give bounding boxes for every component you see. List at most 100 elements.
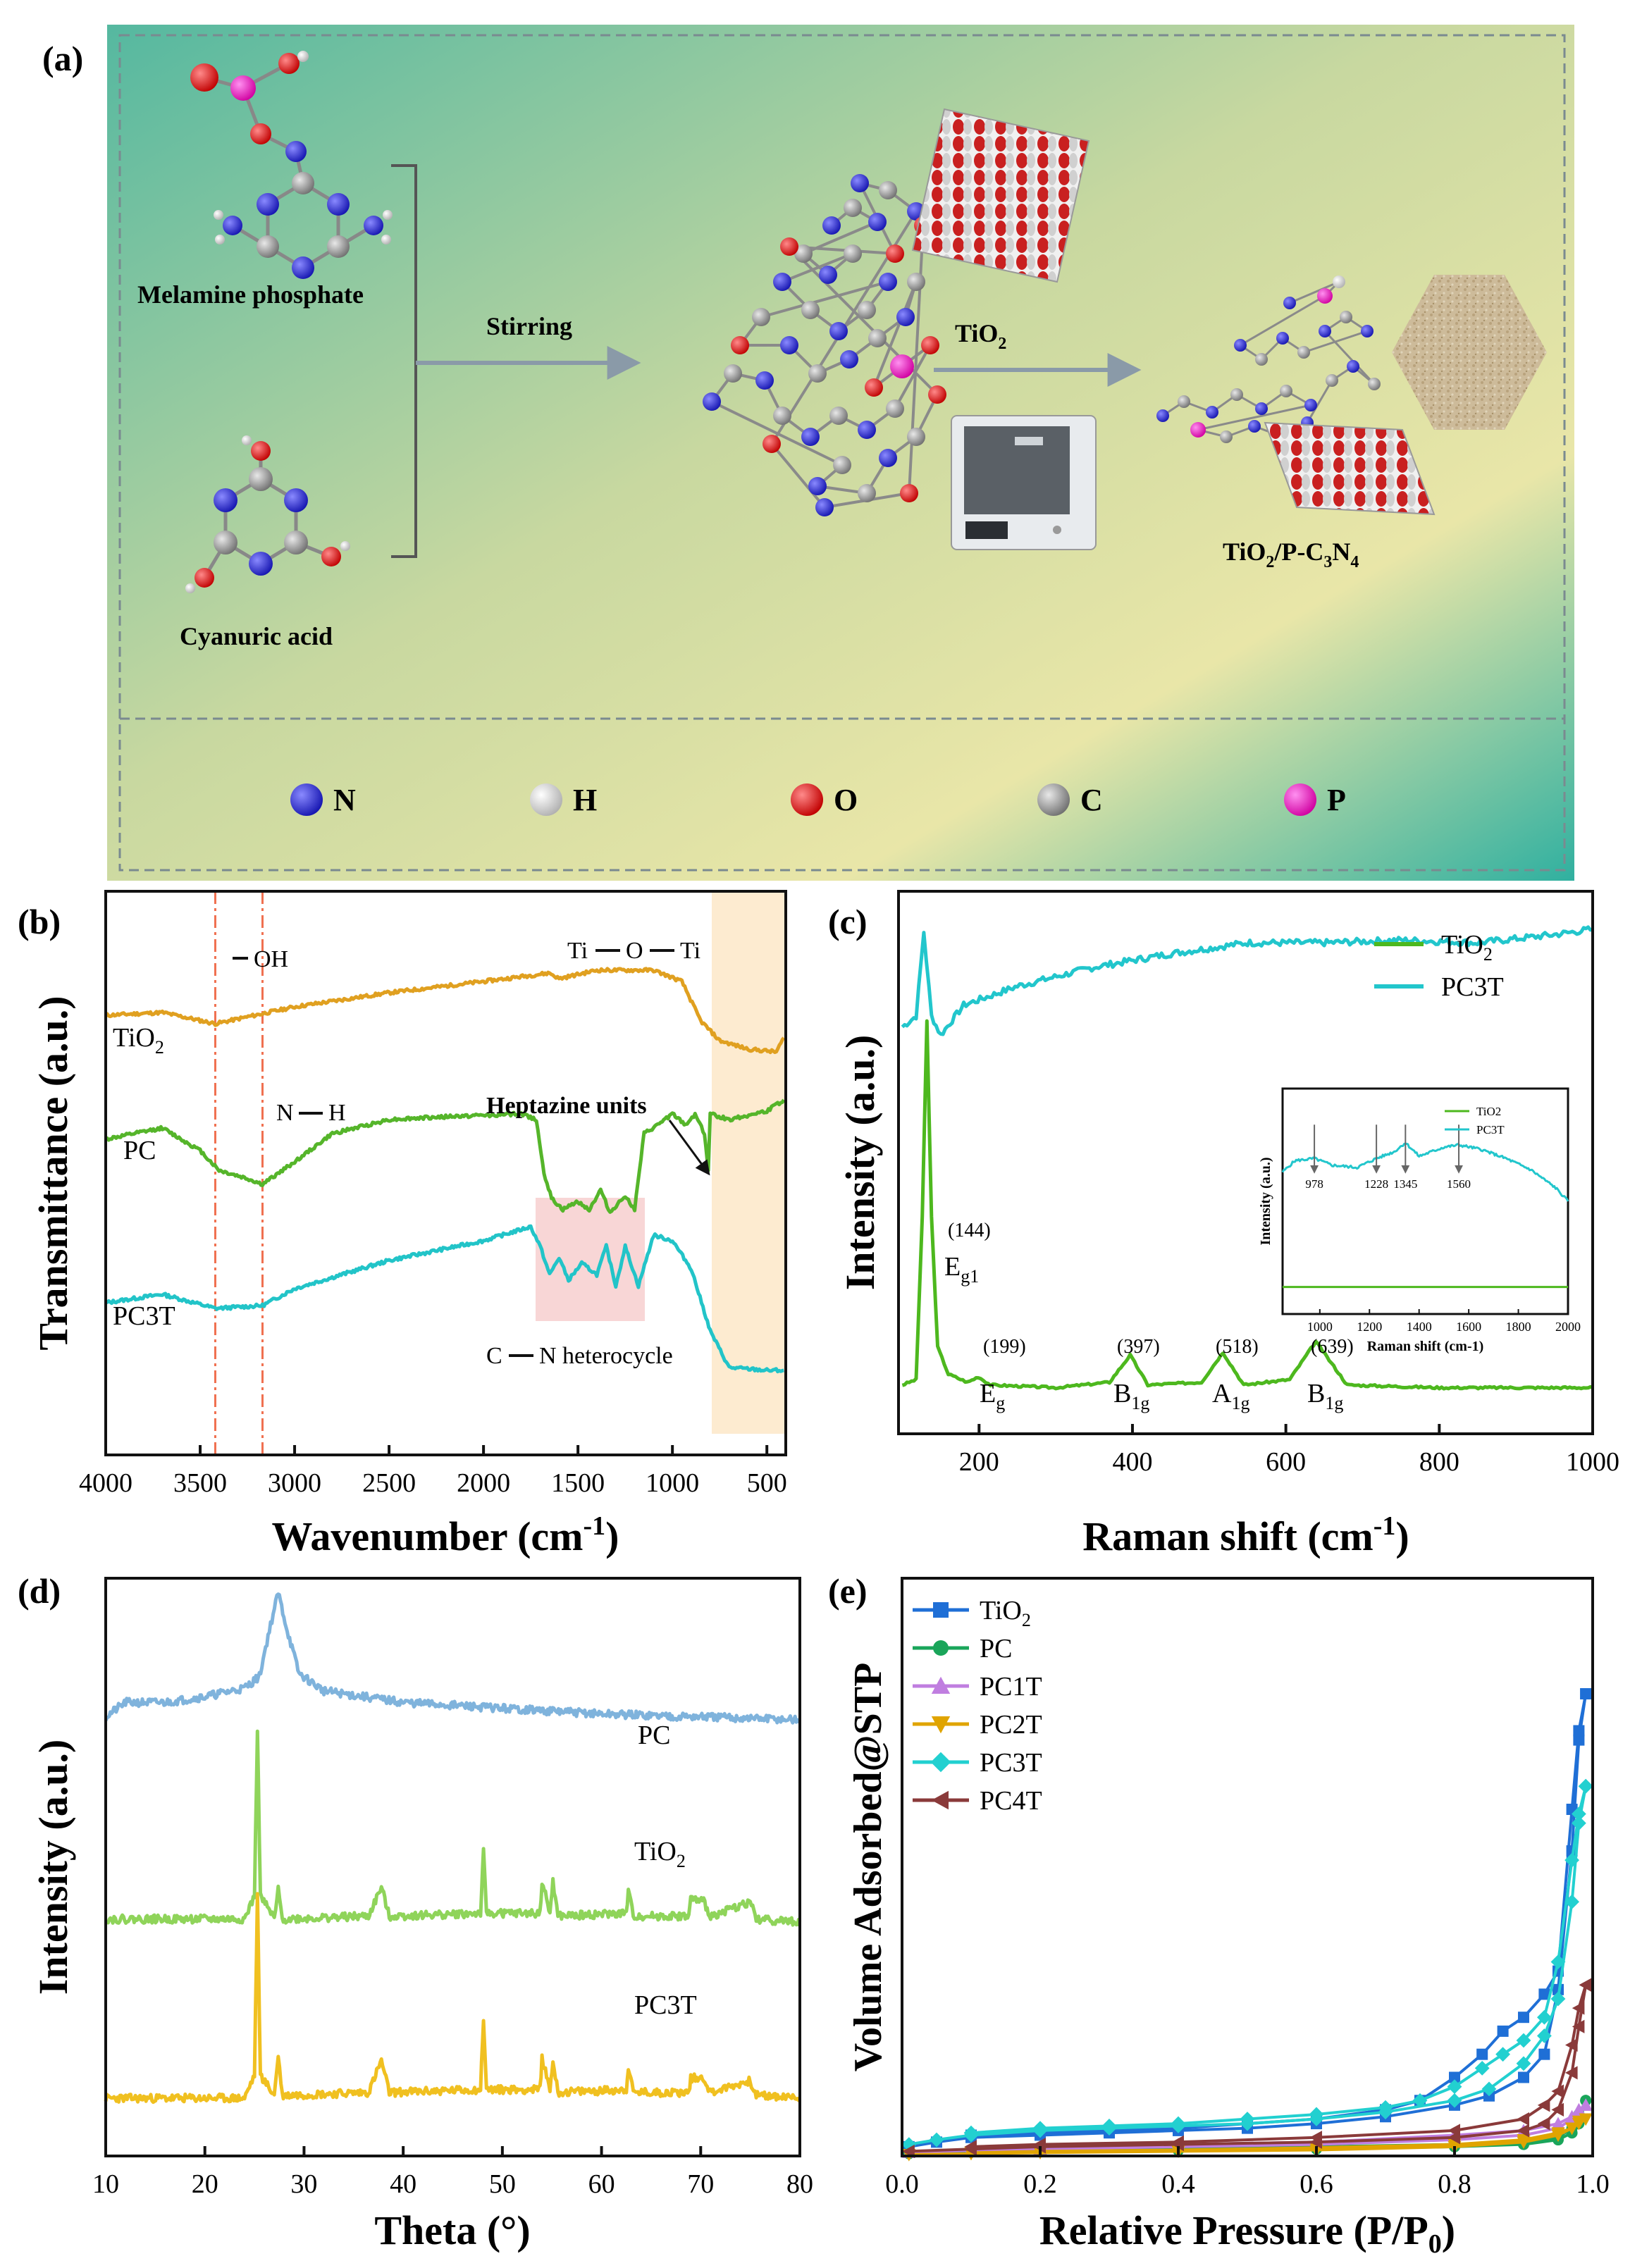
- iso-tio2-desorption-point-5: [1518, 2012, 1529, 2024]
- inset-x-axis-label: Raman shift (cm-1): [1367, 1339, 1484, 1354]
- panel-e-isotherm: (e) 0.0 0.2 0.4 0.6 0.8 1.0 Relative Pressure…: [828, 1571, 1610, 2259]
- product-atom: [1333, 275, 1345, 288]
- product-atom: [1190, 422, 1206, 438]
- tio2-sheet: [911, 108, 1090, 283]
- panel-c-label: (c): [828, 902, 868, 941]
- inset-peak-label-978: 978: [1305, 1177, 1323, 1191]
- iso-pc4t-adsorption-point-9: [1565, 2066, 1578, 2080]
- product-atom: [1326, 374, 1338, 387]
- iso-tick-label-0.8: 0.8: [1438, 2169, 1471, 2199]
- cluster-atom: [731, 336, 749, 354]
- product-particle: [1392, 275, 1547, 430]
- raman-x-axis-label: Raman shift (cm-1): [1082, 1511, 1409, 1559]
- cluster-atom: [819, 266, 837, 284]
- ftir-series-pc: [105, 1098, 786, 1214]
- panel-b-label: (b): [18, 902, 61, 941]
- ftir-label-pc3t: PC3T: [113, 1301, 175, 1331]
- iso-pc4t-desorption-point-2: [1565, 2038, 1578, 2052]
- raman-peak-pos-199: (199): [983, 1336, 1026, 1358]
- panel-d-xrd: (d) 10 20 30 40 50 60 70 80 Theta (°) Intensity…: [18, 1571, 813, 2253]
- cluster-atom: [752, 308, 770, 326]
- cluster-atom: [907, 428, 925, 446]
- inset-frame: [1281, 1087, 1569, 1315]
- xrd-label-tio2: TiO2: [634, 1837, 686, 1871]
- cluster-atom: [886, 399, 904, 418]
- iso-pc3t-desorption-point-3: [1550, 1954, 1566, 1969]
- iso-legend-label-pc4t: PC4T: [980, 1786, 1042, 1816]
- product-atom: [1178, 395, 1190, 408]
- iso-pc3t-adsorption-point-14: [1564, 1894, 1579, 1909]
- cn-annotation-c: C: [486, 1343, 502, 1369]
- cluster-atom: [851, 174, 869, 192]
- heterocycle-shade: [536, 1198, 645, 1321]
- nh-annotation-n: N: [276, 1100, 294, 1126]
- raman-tick-label-400: 400: [1112, 1447, 1152, 1477]
- cluster-atom: [808, 364, 827, 383]
- ftir-tick-label-2000: 2000: [457, 1468, 510, 1498]
- inset-tick-label-1400: 1400: [1407, 1320, 1432, 1334]
- cluster-atom: [815, 498, 834, 516]
- raman-peak-pos-518: (518): [1216, 1336, 1259, 1358]
- cluster-atom: [840, 350, 858, 368]
- legend-atom-c-icon: [1037, 783, 1070, 816]
- raman-inset: 978 1228 1345 1560 1000 1200 1400 1600 1800 2000 R…: [1258, 1087, 1581, 1354]
- iso-tio2-desorption-point-6: [1497, 2025, 1509, 2037]
- product-atom: [1156, 409, 1169, 422]
- product-atom: [1340, 311, 1352, 323]
- tioti-annotation-1: Ti: [567, 938, 588, 964]
- cluster-atom: [773, 273, 791, 291]
- raman-peak-labels: (144) Eg1 (199) Eg (397) B1g (518) A1g (639) B1g: [944, 1220, 1354, 1413]
- xrd-plot: [104, 1592, 802, 2105]
- product-atom: [1230, 388, 1243, 401]
- cluster-bond: [782, 252, 853, 283]
- iso-legend-label-pc2t: PC2T: [980, 1710, 1042, 1740]
- ftir-tick-label-500: 500: [747, 1468, 787, 1498]
- xrd-axes-frame: [104, 1577, 801, 2157]
- tioti-annotation-2: O: [626, 938, 643, 964]
- cluster-atom: [868, 329, 887, 347]
- iso-tick-label-0.2: 0.2: [1023, 2169, 1057, 2199]
- ftir-x-ticks: 4000 3500 3000 2500 2000 1500 1000 500: [79, 1445, 787, 1498]
- iso-pc4t-adsorption-point-7: [1537, 2117, 1550, 2131]
- iso-tick-label-0: 0.0: [885, 2169, 919, 2199]
- product-bond: [1323, 330, 1376, 385]
- raman-y-axis-label: Intensity (a.u.): [837, 1035, 883, 1291]
- inset-legend-tio2: TiO2: [1476, 1105, 1501, 1118]
- cluster-atom: [773, 407, 791, 425]
- xrd-series-pc: [104, 1592, 802, 1725]
- cluster-atom: [703, 392, 721, 411]
- xrd-tick-label-60: 60: [588, 2169, 615, 2199]
- ftir-tick-label-1500: 1500: [551, 1468, 605, 1498]
- xrd-tick-label-20: 20: [192, 2169, 218, 2199]
- raman-peak-pos-639: (639): [1311, 1336, 1354, 1358]
- cluster-atom: [896, 308, 915, 326]
- cyanuric-acid-label: Cyanuric acid: [180, 622, 333, 650]
- legend-atom-h-label: H: [573, 783, 597, 817]
- iso-tio2-desorption-point-1: [1573, 1725, 1585, 1737]
- ftir-y-axis-label: Transmittance (a.u.): [30, 996, 76, 1350]
- iso-legend-marker-pc: [933, 1640, 949, 1656]
- panel-b-ftir: (b) 4000 3500 3000 2500 2000 1500 1000 500 Wave…: [18, 890, 787, 1559]
- iso-tick-label-0.4: 0.4: [1161, 2169, 1195, 2199]
- raman-tick-label-600: 600: [1266, 1447, 1306, 1477]
- cluster-bond: [770, 442, 826, 509]
- inset-series-pc3t: [1281, 1142, 1569, 1202]
- raman-plot: [901, 925, 1593, 1391]
- iso-legend-label-pc: PC: [980, 1634, 1012, 1663]
- xrd-tick-label-40: 40: [390, 2169, 416, 2199]
- raman-legend-pc3t: PC3T: [1441, 972, 1504, 1002]
- ftir-tick-label-4000: 4000: [79, 1468, 132, 1498]
- raman-peak-mode-518: A1g: [1212, 1379, 1249, 1413]
- raman-tick-label-800: 800: [1419, 1447, 1459, 1477]
- cluster-bond: [872, 281, 918, 388]
- iso-pc1t-desorption-point-0: [1579, 2098, 1593, 2111]
- iso-pc4t-adsorption-line: [908, 1984, 1588, 2153]
- iso-pc3t-desorption-point-11: [1309, 2107, 1324, 2122]
- legend-atom-p-label: P: [1327, 783, 1346, 817]
- xrd-tick-label-70: 70: [687, 2169, 714, 2199]
- iso-pc4t-desorption-point-7: [1309, 2131, 1322, 2145]
- product-atom: [1206, 406, 1218, 419]
- product-tio2-sheet: [1264, 421, 1436, 516]
- legend-atom-o-label: O: [834, 783, 858, 817]
- product-atom: [1319, 325, 1331, 337]
